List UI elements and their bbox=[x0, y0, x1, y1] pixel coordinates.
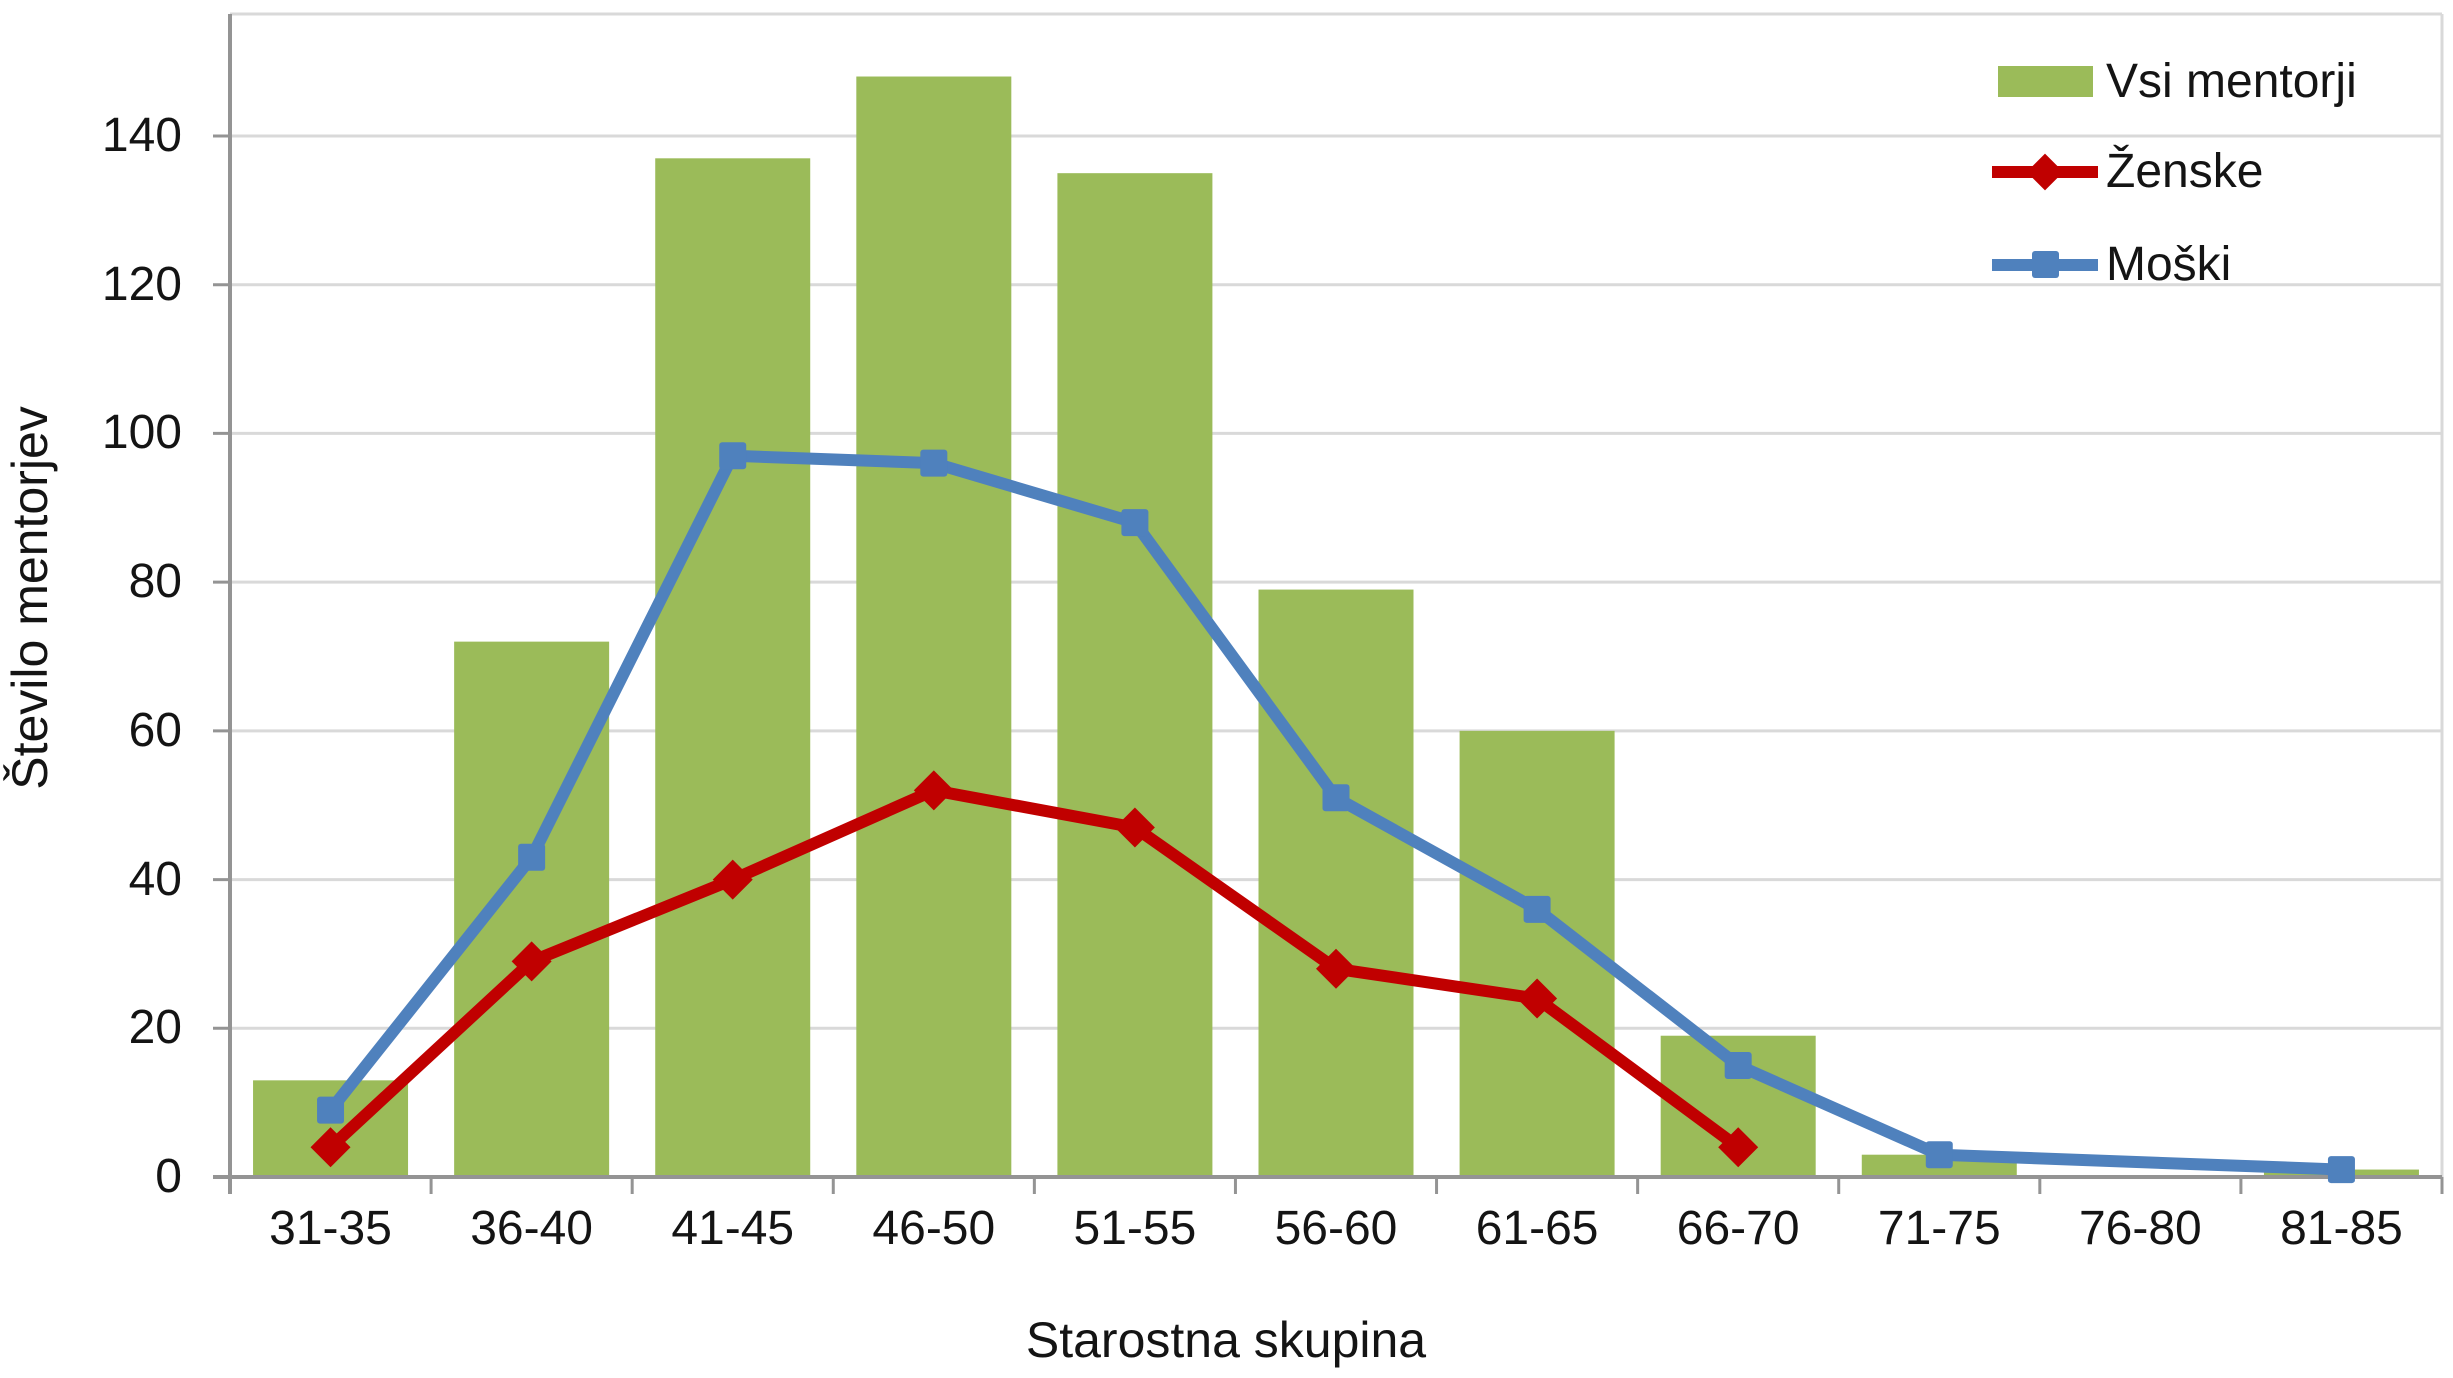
bar-41-45 bbox=[655, 158, 811, 1178]
marker-square-Moški bbox=[2327, 1156, 2355, 1184]
y-tick-label: 120 bbox=[101, 257, 182, 311]
marker-square-Moški bbox=[719, 442, 747, 470]
bar-51-55 bbox=[1057, 173, 1213, 1177]
x-tick-label: 76-80 bbox=[2078, 1202, 2202, 1255]
x-axis-title: Starostna skupina bbox=[1025, 1312, 1427, 1368]
bar-36-40 bbox=[454, 641, 610, 1177]
legend-label-zenske: Ženske bbox=[2106, 145, 2264, 198]
marker-square-Moški bbox=[1322, 784, 1350, 812]
marker-diamond-Ženske bbox=[1114, 807, 1155, 848]
marker-diamond-Ženske bbox=[310, 1127, 351, 1168]
x-tick-label: 36-40 bbox=[470, 1202, 593, 1255]
marker-diamond-Ženske bbox=[1517, 978, 1558, 1019]
legend-label-vsi-mentorji: Vsi mentorji bbox=[2106, 55, 2357, 108]
bar-46-50 bbox=[856, 76, 1012, 1177]
marker-diamond-Ženske bbox=[913, 770, 954, 811]
y-tick-label: 80 bbox=[128, 555, 182, 609]
marker-diamond-Ženske bbox=[1718, 1127, 1759, 1168]
line-Ženske bbox=[324, 784, 1745, 1154]
marker-square-Moški bbox=[518, 843, 546, 871]
y-tick-label: 60 bbox=[128, 703, 182, 757]
y-tick-label: 20 bbox=[128, 1001, 182, 1055]
marker-diamond-Ženske bbox=[511, 941, 552, 982]
marker-square-Moški bbox=[1523, 895, 1551, 923]
y-tick-label: 0 bbox=[155, 1150, 182, 1203]
legend-square-marker-icon bbox=[2032, 251, 2059, 278]
x-tick-label: 56-60 bbox=[1274, 1202, 1398, 1255]
legend-swatch-bar-icon bbox=[1998, 66, 2093, 97]
marker-diamond-Ženske bbox=[712, 859, 753, 900]
y-tick-label: 140 bbox=[101, 109, 182, 162]
marker-square-Moški bbox=[1121, 509, 1149, 537]
marker-square-Moški bbox=[317, 1096, 345, 1124]
marker-diamond-Ženske bbox=[1316, 948, 1356, 989]
x-tick-label: 46-50 bbox=[872, 1202, 996, 1255]
y-axis-title: Število mentorjev bbox=[2, 406, 58, 790]
x-tick-label: 71-75 bbox=[1877, 1202, 2001, 1255]
x-tick-label: 66-70 bbox=[1676, 1202, 1800, 1255]
line-Moški bbox=[324, 449, 2348, 1176]
x-tick-label: 61-65 bbox=[1475, 1202, 1599, 1255]
x-tick-label: 31-35 bbox=[269, 1202, 392, 1255]
x-tick-label: 51-55 bbox=[1073, 1202, 1197, 1255]
marker-square-Moški bbox=[1925, 1141, 1953, 1169]
marker-square-Moški bbox=[920, 449, 948, 477]
y-tick-label: 40 bbox=[128, 852, 182, 906]
x-tick-label: 81-85 bbox=[2280, 1202, 2403, 1255]
x-tick-label: 41-45 bbox=[671, 1202, 795, 1255]
legend-label-moski: Moški bbox=[2106, 238, 2232, 291]
marker-square-Moški bbox=[1724, 1051, 1752, 1079]
bar-56-60 bbox=[1258, 589, 1414, 1177]
y-tick-label: 100 bbox=[101, 406, 182, 460]
